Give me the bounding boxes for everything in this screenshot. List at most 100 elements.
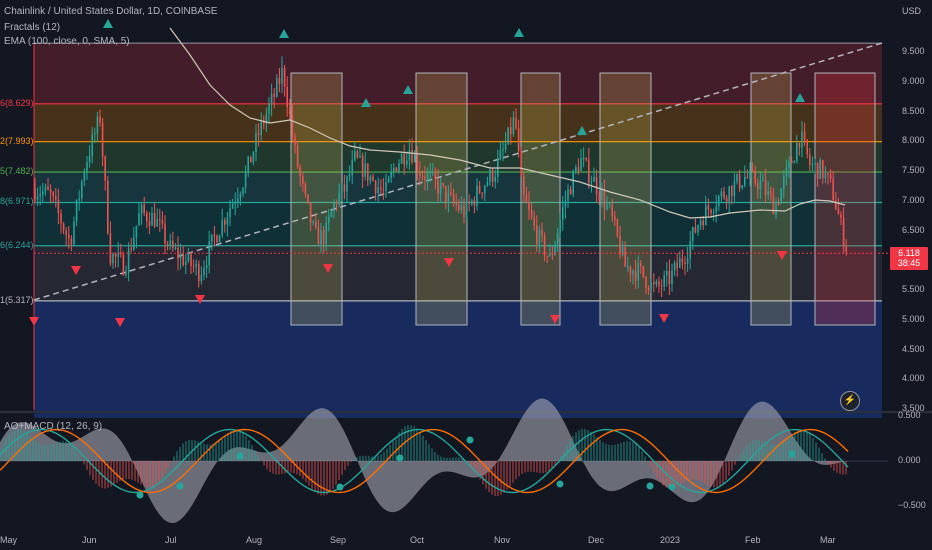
fib-level-label: 5(7.482) bbox=[0, 166, 34, 177]
ao-area bbox=[0, 398, 848, 524]
candle-body bbox=[408, 149, 411, 161]
candle-body bbox=[471, 200, 473, 204]
candle-body bbox=[299, 166, 301, 177]
fractal-down-marker bbox=[323, 264, 333, 273]
highlight-box bbox=[520, 72, 561, 326]
candle-body bbox=[260, 120, 262, 136]
candle-body bbox=[793, 161, 795, 163]
candle-body bbox=[523, 176, 525, 195]
price-tick-label: 7.500 bbox=[902, 165, 925, 175]
candle-body bbox=[39, 194, 41, 197]
candle-body bbox=[562, 206, 564, 220]
candle-body bbox=[489, 169, 491, 183]
price-tick-label: 7.000 bbox=[902, 194, 925, 205]
time-tick-label: Feb bbox=[745, 535, 761, 545]
candle-body bbox=[242, 187, 244, 194]
ema-legend[interactable]: EMA (100, close, 0, SMA, 5) bbox=[4, 36, 130, 47]
candle-body bbox=[387, 177, 390, 183]
candle-body bbox=[554, 244, 556, 255]
candle-body bbox=[621, 247, 624, 255]
fractal-down-marker bbox=[71, 266, 81, 275]
candle-body bbox=[796, 143, 798, 162]
osc-tick-label: 0.000 bbox=[898, 455, 921, 465]
ao-macd-legend[interactable]: AO+MACD (12, 26, 9) bbox=[4, 421, 103, 432]
candle-body bbox=[582, 158, 585, 160]
candle-body bbox=[164, 223, 166, 244]
candle-body bbox=[733, 181, 736, 197]
candle-body bbox=[598, 194, 600, 200]
candle-body bbox=[216, 235, 218, 243]
candle-body bbox=[60, 213, 62, 224]
ema-line bbox=[169, 27, 846, 219]
fib-zone-2 bbox=[34, 141, 882, 173]
candle-body bbox=[411, 149, 413, 163]
candle-body bbox=[96, 116, 99, 134]
candle-body bbox=[723, 191, 725, 198]
candle-body bbox=[52, 192, 54, 197]
candle-body bbox=[559, 219, 561, 233]
price-tick-label: 9.000 bbox=[902, 75, 925, 86]
fib-level-label: 2(7.993) bbox=[0, 135, 34, 146]
time-tick-label: Oct bbox=[410, 535, 425, 545]
candle-body bbox=[543, 235, 546, 256]
candle-body bbox=[447, 192, 450, 203]
candle-body bbox=[567, 189, 569, 201]
candle-body bbox=[528, 202, 530, 210]
candle-body bbox=[250, 156, 252, 163]
candle-body bbox=[614, 216, 616, 220]
candle-body bbox=[705, 205, 707, 225]
fib-zone-3 bbox=[34, 172, 882, 203]
time-tick-label: Sep bbox=[330, 535, 347, 545]
candle-body bbox=[221, 219, 223, 236]
candle-body bbox=[616, 219, 619, 236]
fractals-legend[interactable]: Fractals (12) bbox=[4, 22, 61, 33]
candle-body bbox=[374, 180, 377, 194]
candle-body bbox=[840, 214, 842, 218]
candle-body bbox=[809, 154, 811, 166]
candle-body bbox=[49, 189, 52, 193]
candle-body bbox=[504, 143, 507, 150]
candle-body bbox=[143, 204, 145, 213]
candle-body bbox=[725, 197, 728, 202]
candle-body bbox=[788, 160, 790, 168]
candle-body bbox=[580, 158, 582, 172]
candle-body bbox=[785, 167, 788, 177]
lightning-icon[interactable]: ⚡ bbox=[840, 391, 860, 411]
candle-body bbox=[663, 275, 665, 287]
candle-body bbox=[416, 155, 418, 172]
candle-body bbox=[546, 255, 548, 257]
candle-body bbox=[372, 176, 374, 181]
candle-body bbox=[278, 78, 281, 84]
candle-body bbox=[265, 114, 268, 124]
candle-body bbox=[728, 186, 730, 202]
candle-body bbox=[44, 186, 47, 192]
candle-body bbox=[393, 167, 395, 172]
candle-body bbox=[668, 270, 671, 285]
candle-body bbox=[343, 184, 346, 192]
candle-body bbox=[348, 175, 351, 177]
candle-body bbox=[335, 201, 338, 205]
candle-body bbox=[764, 180, 767, 196]
candle-body bbox=[759, 180, 762, 190]
candle-body bbox=[832, 178, 834, 200]
candle-body bbox=[806, 139, 808, 155]
candle-body bbox=[385, 182, 387, 191]
symbol-title[interactable]: Chainlink / United States Dollar, 1D, CO… bbox=[4, 6, 218, 17]
price-tick-label: 5.500 bbox=[902, 284, 925, 294]
candle-body bbox=[273, 93, 275, 97]
candle-body bbox=[533, 217, 535, 226]
candle-body bbox=[403, 154, 405, 165]
candle-body bbox=[569, 189, 572, 195]
candle-body bbox=[151, 212, 153, 226]
time-tick-label: May bbox=[0, 535, 18, 545]
candle-body bbox=[640, 263, 642, 266]
candle-body bbox=[484, 185, 486, 194]
candle-body bbox=[244, 171, 247, 188]
price-tick-label: 9.500 bbox=[902, 46, 925, 56]
osc-tick-label: −0.500 bbox=[898, 500, 926, 510]
candle-body bbox=[666, 270, 668, 276]
candle-body bbox=[541, 229, 543, 236]
candle-body bbox=[442, 182, 444, 186]
candle-body bbox=[671, 270, 673, 285]
